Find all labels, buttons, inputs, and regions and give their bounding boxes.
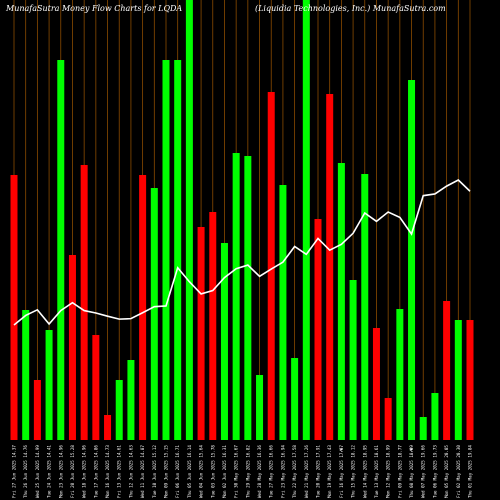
x-tick-label: Fri 09 May 2025 18.77 [397,445,402,498]
bar [314,219,322,440]
x-tick-label: Mon 23 Jun 2025 14.96 [58,445,63,498]
bar [337,163,345,440]
currency-marker: ₹ [339,448,342,454]
x-tick-label: Tue 03 Jun 2025 15.78 [210,445,215,498]
x-tick-label: Fri 30 May 2025 16.67 [234,445,239,498]
x-tick-label: Tue 20 May 2025 17.91 [316,445,321,498]
bar [45,330,53,440]
x-tick-label: Fri 20 Jun 2025 15.28 [70,445,75,498]
bar [372,328,380,440]
x-tick-label: Tue 13 May 2025 18.61 [374,445,379,498]
bar [10,175,18,440]
bar [244,156,252,440]
bar [92,335,100,440]
bar [104,415,112,440]
bar [185,0,193,440]
bar [384,398,392,440]
bar [466,320,474,440]
x-tick-label: Thu 29 May 2025 16.82 [245,445,250,498]
x-tick-label: Fri 23 May 2025 16.94 [280,445,285,498]
bar [291,358,299,440]
bar [396,309,404,440]
chart-title-right: (Liquidia Technologies, Inc.) MunafaSutr… [255,4,446,13]
x-tick-labels: Fri 27 Jun 2025 14.37 Thu 26 Jun 2025 14.… [12,445,473,498]
bar [349,280,357,440]
x-tick-label: Thu 26 Jun 2025 14.76 [23,445,28,498]
bar [256,375,264,440]
bar [80,165,88,440]
bar [22,310,30,440]
currency-marker: ₹ [410,448,413,454]
x-tick-label: Wed 07 May 2025 19.66 [421,445,426,498]
bar [361,174,369,440]
x-tick-label: Tue 27 May 2025 16.66 [269,445,274,498]
x-tick-label: Thu 01 May 2025 19.84 [468,445,473,498]
marker-layer: ₹ ₹ [339,448,412,454]
x-tick-label: Mon 05 May 2025 20.05 [444,445,449,498]
bar [302,0,310,440]
x-tick-label: Fri 27 Jun 2025 14.37 [12,445,17,498]
bar [220,243,228,440]
bar [326,94,334,440]
x-tick-label: Thu 08 May 2025 18.09 [409,445,414,498]
bar [209,212,217,440]
bar [162,60,170,440]
x-tick-label: Thu 12 Jun 2025 14.63 [128,445,133,498]
bar [232,153,240,440]
x-tick-label: Wed 25 Jun 2025 14.99 [35,445,40,498]
bar [33,380,41,440]
bar [408,80,416,440]
price-line-layer [13,179,471,326]
x-tick-label: Wed 18 Jun 2025 14.96 [82,445,87,498]
x-tick-label: Fri 06 Jun 2025 16.71 [175,445,180,498]
x-tick-label: Tue 24 Jun 2025 14.41 [47,445,52,498]
bar [150,188,158,440]
bar [115,380,123,440]
price-line [13,179,471,326]
x-tick-label: Wed 28 May 2025 16.36 [257,445,262,498]
x-tick-label: Fri 13 Jun 2025 14.61 [117,445,122,498]
x-tick-label: Thu 15 May 2025 18.12 [351,445,356,498]
x-tick-label: Wed 14 May 2025 18.95 [362,445,367,498]
x-tick-label: Tue 06 May 2025 19.73 [432,445,437,498]
x-tick-label: Fri 16 May 2025 17.67 [339,445,344,498]
chart-title-left: MunafaSutra Money Flow Charts for LQDA [5,4,182,13]
bar [267,92,275,440]
bar [443,301,451,440]
bars [10,0,474,440]
bar [57,60,65,440]
x-tick-label: Thu 22 May 2025 17.58 [292,445,297,498]
x-tick-label: Fri 02 May 2025 20.30 [456,445,461,498]
x-tick-label: Tue 17 Jun 2025 14.86 [93,445,98,498]
bar [197,227,205,440]
x-tick-label: Tue 10 Jun 2025 15.12 [152,445,157,498]
bar [127,360,135,440]
bar [139,175,147,440]
x-tick-label: Wed 04 Jun 2025 15.64 [199,445,204,498]
x-tick-label: Mon 16 Jun 2025 14.73 [105,445,110,498]
bar [174,60,182,440]
x-tick-label: Wed 21 May 2025 17.26 [304,445,309,498]
x-tick-label: Mon 12 May 2025 18.99 [386,445,391,498]
bar [279,185,287,440]
x-tick-label: Wed 11 Jun 2025 14.87 [140,445,145,498]
bar [68,255,76,440]
x-tick-label: Mon 09 Jun 2025 15.15 [164,445,169,498]
bar [454,320,462,440]
bar [431,393,439,440]
x-tick-label: Mon 19 May 2025 17.43 [327,445,332,498]
bar [419,417,427,440]
x-tick-label: Thu 05 Jun 2025 16.14 [187,445,192,498]
x-tick-label: Mon 02 Jun 2025 16.31 [222,445,227,498]
